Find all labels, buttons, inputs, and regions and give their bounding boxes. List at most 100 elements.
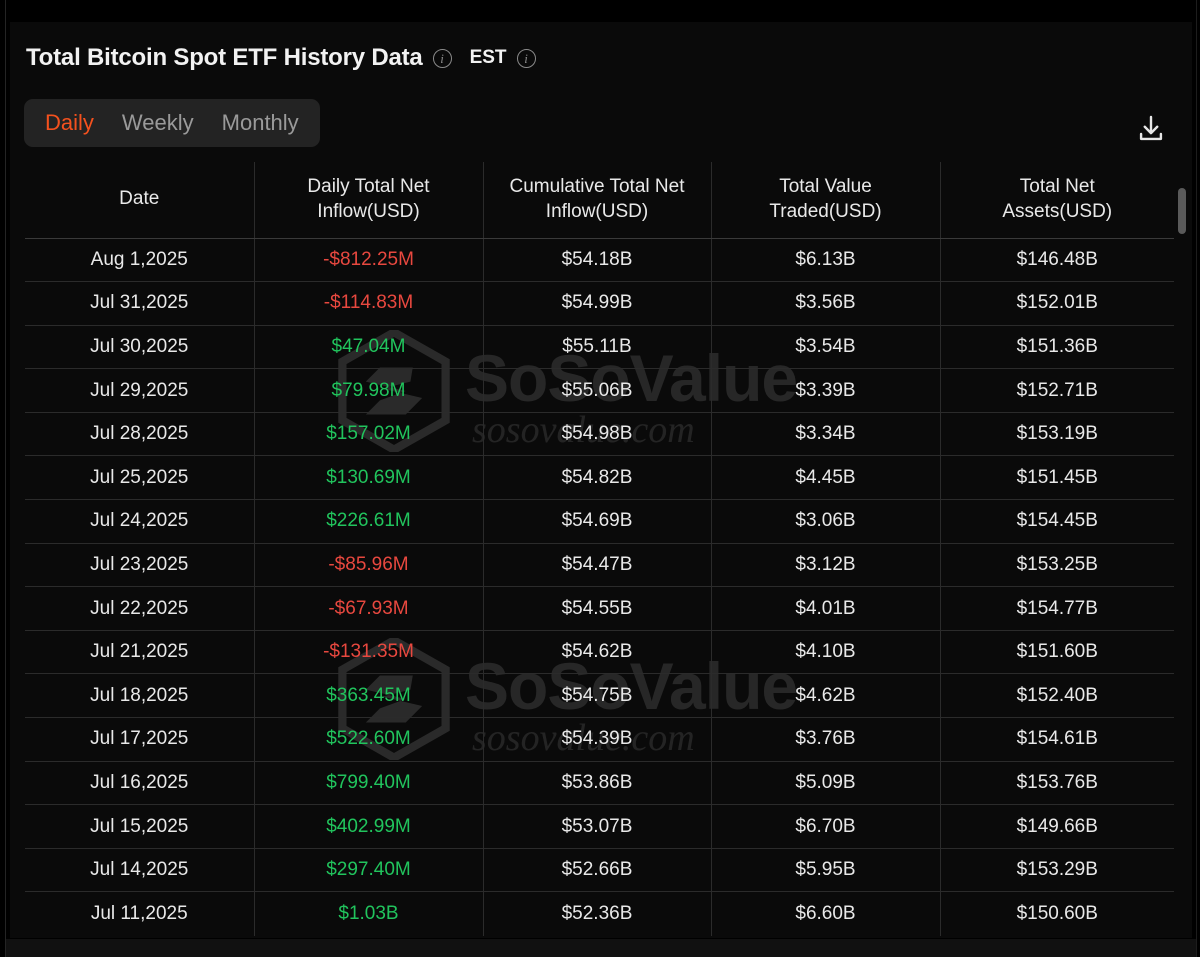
bottom-strip: [6, 939, 1196, 957]
table-row[interactable]: Jul 17,2025 $522.60M $54.39B $3.76B $154.61B: [25, 717, 1174, 762]
cell-date: Jul 31,2025: [25, 281, 255, 326]
table-row[interactable]: Jul 28,2025 $157.02M $54.98B $3.34B $153.19B: [25, 412, 1174, 457]
timezone-info-icon[interactable]: i: [516, 48, 536, 68]
cell-daily-net-inflow: $1.03B: [254, 891, 484, 936]
column-header-daily-net-inflow[interactable]: Daily Total Net Inflow(USD): [254, 162, 484, 239]
table-row[interactable]: Jul 14,2025 $297.40M $52.66B $5.95B $153.29B: [25, 848, 1174, 893]
column-header-date[interactable]: Date: [25, 162, 255, 239]
etf-table-scroll-area[interactable]: Date Daily Total Net Inflow(USD) Cumulat…: [25, 162, 1174, 938]
etf-history-card: Total Bitcoin Spot ETF History Data i ES…: [10, 22, 1192, 938]
cell-total-net-assets: $149.66B: [940, 804, 1174, 849]
cell-daily-net-inflow: $130.69M: [254, 455, 484, 501]
table-row[interactable]: Jul 11,2025 $1.03B $52.36B $6.60B $150.60B: [25, 891, 1174, 936]
header-line-1: Cumulative Total Net: [509, 176, 685, 198]
table-row[interactable]: Jul 23,2025 -$85.96M $54.47B $3.12B $153.25B: [25, 543, 1174, 588]
cell-cumulative-net-inflow: $53.86B: [483, 761, 712, 806]
cell-total-net-assets: $154.45B: [940, 499, 1174, 544]
cell-daily-net-inflow: -$67.93M: [254, 586, 484, 631]
cell-cumulative-net-inflow: $54.39B: [483, 717, 712, 762]
cell-total-value-traded: $3.54B: [711, 325, 941, 370]
cell-total-net-assets: $152.01B: [940, 281, 1174, 326]
table-row[interactable]: Jul 29,2025 $79.98M $55.06B $3.39B $152.71B: [25, 368, 1174, 413]
header-line-1: Total Value: [779, 176, 872, 198]
tab-monthly[interactable]: Monthly: [221, 110, 299, 135]
cell-daily-net-inflow: -$812.25M: [254, 238, 484, 283]
cell-total-value-traded: $3.39B: [711, 368, 941, 413]
cell-cumulative-net-inflow: $55.11B: [483, 325, 712, 370]
cell-date: Aug 1,2025: [25, 238, 255, 283]
cell-total-value-traded: $4.62B: [711, 673, 941, 719]
cell-date: Jul 15,2025: [25, 804, 255, 849]
cell-total-net-assets: $151.36B: [940, 325, 1174, 370]
cell-date: Jul 14,2025: [25, 848, 255, 893]
cell-cumulative-net-inflow: $54.75B: [483, 673, 712, 719]
cell-daily-net-inflow: $226.61M: [254, 499, 484, 544]
tab-daily[interactable]: Daily: [45, 110, 94, 135]
card-header: Total Bitcoin Spot ETF History Data i ES…: [10, 22, 1192, 94]
frame-divider-right: [1196, 0, 1197, 957]
header-line-1: Date: [119, 188, 160, 210]
cell-total-value-traded: $3.76B: [711, 717, 941, 762]
column-header-total-value-traded[interactable]: Total Value Traded(USD): [711, 162, 941, 239]
table-row[interactable]: Jul 24,2025 $226.61M $54.69B $3.06B $154.45B: [25, 499, 1174, 544]
cell-total-net-assets: $153.76B: [940, 761, 1174, 806]
page-title: Total Bitcoin Spot ETF History Data: [26, 44, 423, 71]
cell-daily-net-inflow: $402.99M: [254, 804, 484, 849]
table-row[interactable]: Jul 18,2025 $363.45M $54.75B $4.62B $152.40B: [25, 673, 1174, 719]
cell-cumulative-net-inflow: $55.06B: [483, 368, 712, 413]
table-row[interactable]: Jul 16,2025 $799.40M $53.86B $5.09B $153.76B: [25, 761, 1174, 806]
table-body: Aug 1,2025 -$812.25M $54.18B $6.13B $146.48B…: [25, 238, 1174, 936]
table-row[interactable]: Jul 15,2025 $402.99M $53.07B $6.70B $149.66B: [25, 804, 1174, 849]
header-line-1: Daily Total Net: [307, 176, 430, 198]
table-scrollbar-thumb[interactable]: [1178, 188, 1186, 234]
cell-daily-net-inflow: $799.40M: [254, 761, 484, 806]
cell-total-net-assets: $154.61B: [940, 717, 1174, 762]
header-line-2: Inflow(USD): [545, 200, 649, 222]
period-tabs: Daily Weekly Monthly: [24, 99, 320, 147]
cell-daily-net-inflow: $297.40M: [254, 848, 484, 893]
cell-date: Jul 25,2025: [25, 455, 255, 501]
table-row[interactable]: Aug 1,2025 -$812.25M $54.18B $6.13B $146.48B: [25, 238, 1174, 283]
table-row[interactable]: Jul 22,2025 -$67.93M $54.55B $4.01B $154.77B: [25, 586, 1174, 631]
cell-total-net-assets: $151.60B: [940, 630, 1174, 675]
cell-cumulative-net-inflow: $53.07B: [483, 804, 712, 849]
timezone-label: EST: [469, 47, 507, 68]
header-line-2: Inflow(USD): [317, 200, 420, 222]
cell-date: Jul 11,2025: [25, 891, 255, 936]
column-header-total-net-assets[interactable]: Total Net Assets(USD): [940, 162, 1174, 239]
cell-total-net-assets: $152.40B: [940, 673, 1174, 719]
cell-total-value-traded: $6.13B: [711, 238, 941, 283]
tab-weekly[interactable]: Weekly: [121, 110, 194, 135]
cell-daily-net-inflow: $79.98M: [254, 368, 484, 413]
cell-total-value-traded: $5.09B: [711, 761, 941, 806]
cell-cumulative-net-inflow: $54.47B: [483, 543, 712, 588]
table-row[interactable]: Jul 30,2025 $47.04M $55.11B $3.54B $151.36B: [25, 325, 1174, 370]
cell-total-net-assets: $150.60B: [1016, 902, 1098, 924]
download-icon: [1139, 115, 1163, 141]
cell-total-net-assets: $153.25B: [940, 543, 1174, 588]
cell-total-value-traded: $3.34B: [711, 412, 941, 457]
cell-total-value-traded: $3.06B: [711, 499, 941, 544]
cell-cumulative-net-inflow: $54.99B: [483, 281, 712, 326]
frame-divider-left: [5, 0, 6, 957]
table-scrollbar-track[interactable]: [1178, 182, 1186, 918]
column-header-cumulative-net-inflow[interactable]: Cumulative Total Net Inflow(USD): [483, 162, 712, 239]
table-header-row: Date Daily Total Net Inflow(USD) Cumulat…: [25, 162, 1174, 239]
cell-daily-net-inflow: $522.60M: [254, 717, 484, 762]
download-button[interactable]: [1134, 112, 1168, 146]
cell-total-value-traded: $6.70B: [711, 804, 941, 849]
cell-date: Jul 23,2025: [25, 543, 255, 588]
title-info-icon[interactable]: i: [432, 48, 452, 68]
table-row[interactable]: Jul 25,2025 $130.69M $54.82B $4.45B $151.45B: [25, 455, 1174, 501]
cell-total-net-assets: $153.19B: [940, 412, 1174, 457]
cell-total-value-traded: $4.10B: [711, 630, 941, 675]
cell-cumulative-net-inflow: $54.62B: [483, 630, 712, 675]
cell-date: Jul 17,2025: [25, 717, 255, 762]
cell-cumulative-net-inflow: $52.66B: [483, 848, 712, 893]
cell-date: Jul 16,2025: [25, 761, 255, 806]
cell-total-net-assets: $154.77B: [940, 586, 1174, 631]
cell-date: Jul 30,2025: [25, 325, 255, 370]
cell-cumulative-net-inflow: $54.18B: [483, 238, 712, 283]
table-row[interactable]: Jul 31,2025 -$114.83M $54.99B $3.56B $152.01…: [25, 281, 1174, 326]
table-row[interactable]: Jul 21,2025 -$131.35M $54.62B $4.10B $151.60…: [25, 630, 1174, 675]
